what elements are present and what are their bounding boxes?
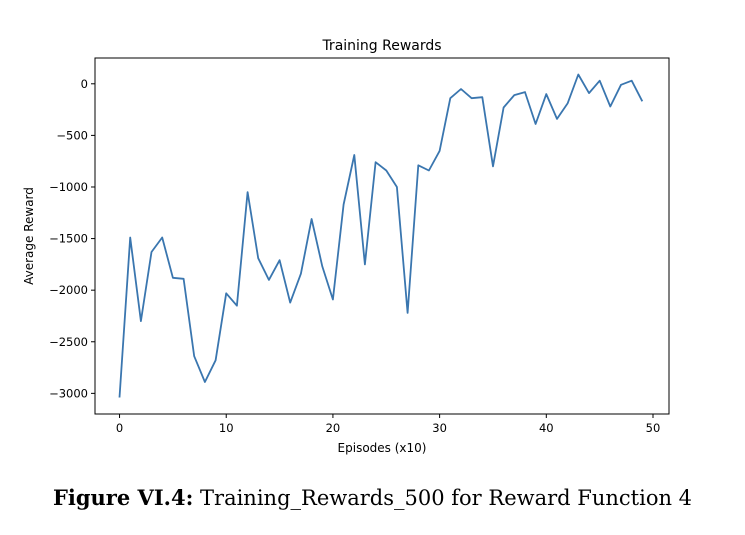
y-axis-label: Average Reward [22, 187, 36, 285]
y-tick-label: −2500 [49, 335, 88, 349]
chart-title: Training Rewards [321, 38, 441, 54]
y-tick-label: 0 [81, 77, 88, 91]
x-tick-label: 20 [326, 421, 341, 435]
figure-label: Figure VI.4: [52, 485, 194, 510]
y-tick-label: −2000 [49, 283, 88, 297]
x-tick-label: 10 [219, 421, 234, 435]
x-axis-label: Episodes (x10) [338, 441, 427, 455]
line-chart: Training Rewards 0 10 20 30 40 50 0 −500 −1000 −… [22, 38, 670, 455]
x-axis-ticks: 0 10 20 30 40 50 [116, 414, 660, 435]
x-tick-label: 30 [432, 421, 447, 435]
y-tick-label: −1500 [49, 232, 88, 246]
figure-caption-text: Training_Rewards_500 for Reward Function… [193, 486, 693, 510]
plot-frame [94, 57, 670, 415]
y-tick-label: −500 [56, 128, 88, 142]
y-tick-label: −3000 [49, 386, 88, 400]
figure-caption: Figure VI.4: Training_Rewards_500 for Re… [0, 485, 745, 510]
x-tick-label: 40 [539, 421, 554, 435]
x-tick-label: 0 [116, 421, 123, 435]
y-tick-label: −1000 [49, 180, 88, 194]
series-line [118, 73, 644, 398]
x-tick-label: 50 [646, 421, 661, 435]
y-axis-ticks: 0 −500 −1000 −1500 −2000 −2500 −3000 [49, 77, 95, 400]
